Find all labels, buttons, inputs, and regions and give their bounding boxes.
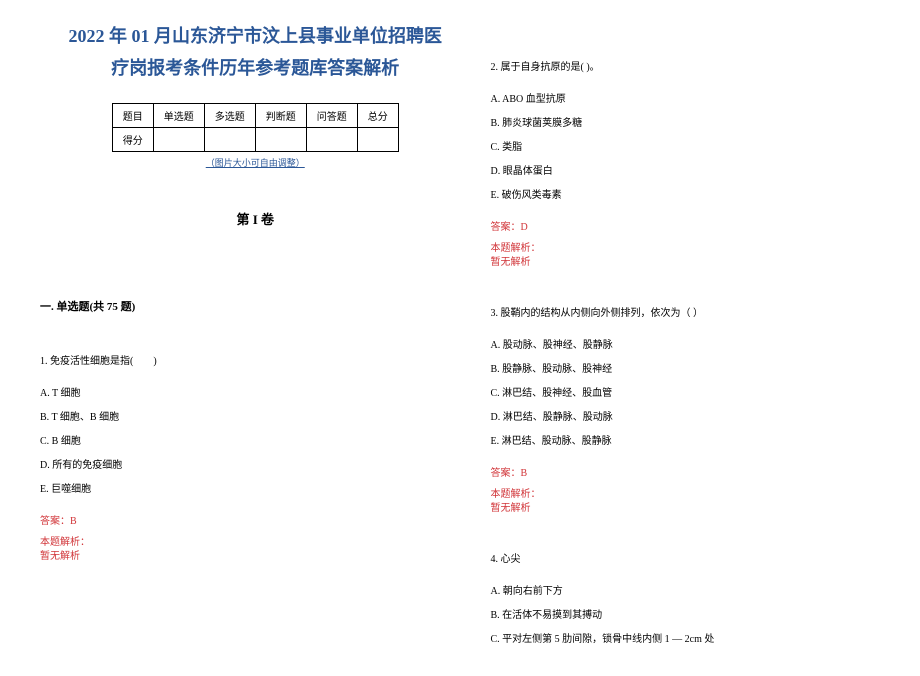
table-header: 判断题 [255,103,306,127]
question-text: 4. 心尖 [491,552,881,568]
table-header: 多选题 [204,103,255,127]
analysis-content: 暂无解析 [40,550,471,564]
document-page: 2022 年 01 月山东济宁市汶上县事业单位招聘医 疗岗报考条件历年参考题库答… [0,0,920,676]
title-line-1: 2022 年 01 月山东济宁市汶上县事业单位招聘医 [40,20,471,52]
option-c: C. 淋巴结、股神经、股血管 [491,386,881,402]
option-a: A. 股动脉、股神经、股静脉 [491,338,881,354]
table-header: 总分 [357,103,398,127]
score-table: 题目 单选题 多选题 判断题 问答题 总分 得分 [112,103,399,152]
left-column: 2022 年 01 月山东济宁市汶上县事业单位招聘医 疗岗报考条件历年参考题库答… [30,20,481,656]
option-b: B. 肺炎球菌荚膜多糖 [491,116,881,132]
option-d: D. 淋巴结、股静脉、股动脉 [491,410,881,426]
table-header: 题目 [112,103,153,127]
option-c: C. B 细胞 [40,434,471,450]
table-header: 问答题 [306,103,357,127]
analysis-content: 暂无解析 [491,256,881,270]
right-column: 2. 属于自身抗原的是( )。 A. ABO 血型抗原 B. 肺炎球菌荚膜多糖 … [481,20,891,656]
option-b: B. 在活体不易摸到其搏动 [491,608,881,624]
question-text: 3. 股鞘内的结构从内侧向外侧排列，依次为（ ） [491,306,881,322]
answer-text: 答案：B [40,514,471,530]
option-c: C. 类脂 [491,140,881,156]
option-d: D. 所有的免疫细胞 [40,458,471,474]
section-header: 一. 单选题(共 75 题) [40,298,471,314]
table-header-row: 题目 单选题 多选题 判断题 问答题 总分 [112,103,398,127]
option-e: E. 淋巴结、股动脉、股静脉 [491,434,881,450]
option-d: D. 眼晶体蛋白 [491,164,881,180]
question-block-3: 3. 股鞘内的结构从内侧向外侧排列，依次为（ ） A. 股动脉、股神经、股静脉 … [491,306,881,516]
table-cell [153,127,204,151]
option-e: E. 破伤风类毒素 [491,188,881,204]
question-block-1: 1. 免疫活性细胞是指( ) A. T 细胞 B. T 细胞、B 细胞 C. B… [40,354,471,564]
option-a: A. ABO 血型抗原 [491,92,881,108]
analysis-content: 暂无解析 [491,502,881,516]
table-header: 单选题 [153,103,204,127]
volume-title: 第 I 卷 [40,209,471,228]
analysis-label: 本题解析： [491,242,881,256]
title-line-2: 疗岗报考条件历年参考题库答案解析 [40,52,471,84]
option-a: A. T 细胞 [40,386,471,402]
table-score-row: 得分 [112,127,398,151]
option-b: B. T 细胞、B 细胞 [40,410,471,426]
table-cell: 得分 [112,127,153,151]
table-cell [306,127,357,151]
option-a: A. 朝向右前下方 [491,584,881,600]
option-b: B. 股静脉、股动脉、股神经 [491,362,881,378]
analysis-label: 本题解析： [491,488,881,502]
question-block-2: 2. 属于自身抗原的是( )。 A. ABO 血型抗原 B. 肺炎球菌荚膜多糖 … [491,60,881,270]
adjust-note: （图片大小可自由调整） [40,156,471,169]
option-e: E. 巨噬细胞 [40,482,471,498]
document-title: 2022 年 01 月山东济宁市汶上县事业单位招聘医 疗岗报考条件历年参考题库答… [40,20,471,85]
answer-text: 答案：D [491,220,881,236]
question-block-4: 4. 心尖 A. 朝向右前下方 B. 在活体不易摸到其搏动 C. 平对左侧第 5… [491,552,881,648]
question-text: 2. 属于自身抗原的是( )。 [491,60,881,76]
table-cell [357,127,398,151]
answer-text: 答案：B [491,466,881,482]
table-cell [204,127,255,151]
table-cell [255,127,306,151]
question-text: 1. 免疫活性细胞是指( ) [40,354,471,370]
option-c: C. 平对左侧第 5 肋间隙，锁骨中线内侧 1 — 2cm 处 [491,632,881,648]
analysis-label: 本题解析： [40,536,471,550]
